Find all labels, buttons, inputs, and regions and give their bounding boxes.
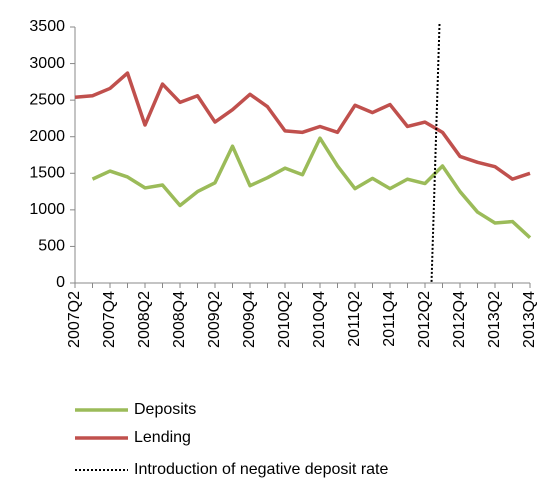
x-tick-label: 2010Q4 [311,291,328,348]
series-line [74,71,531,181]
y-tick-label: 3000 [29,55,65,72]
legend-label: Lending [134,429,191,446]
x-tick-label: 2013Q2 [486,291,503,348]
x-tick-label: 2008Q2 [136,291,153,348]
y-tick-label: 2500 [29,91,65,108]
x-tick-label: 2012Q2 [416,291,433,348]
legend-label: Deposits [134,401,196,418]
x-tick-label: 2008Q4 [171,291,188,348]
y-tick-label: 1000 [29,201,65,218]
x-tick-label: 2009Q2 [206,291,223,348]
x-tick-label: 2007Q2 [66,291,83,348]
y-tick-label: 500 [38,238,65,255]
y-tick-label: 0 [56,274,65,291]
x-tick-label: 2009Q4 [241,291,258,348]
x-tick-label: 2012Q4 [451,291,468,348]
y-tick-label: 3500 [29,18,65,35]
y-tick-label: 1500 [29,165,65,182]
y-tick-label: 2000 [29,128,65,145]
legend-label: Introduction of negative deposit rate [134,461,388,478]
x-tick-label: 2011Q2 [346,291,363,347]
x-tick-label: 2007Q4 [101,291,118,348]
event-line [430,23,441,284]
x-tick-label: 2011Q4 [381,291,398,347]
series-line [91,136,532,239]
x-tick-label: 2010Q2 [276,291,293,348]
x-tick-label: 2013Q4 [521,291,538,348]
